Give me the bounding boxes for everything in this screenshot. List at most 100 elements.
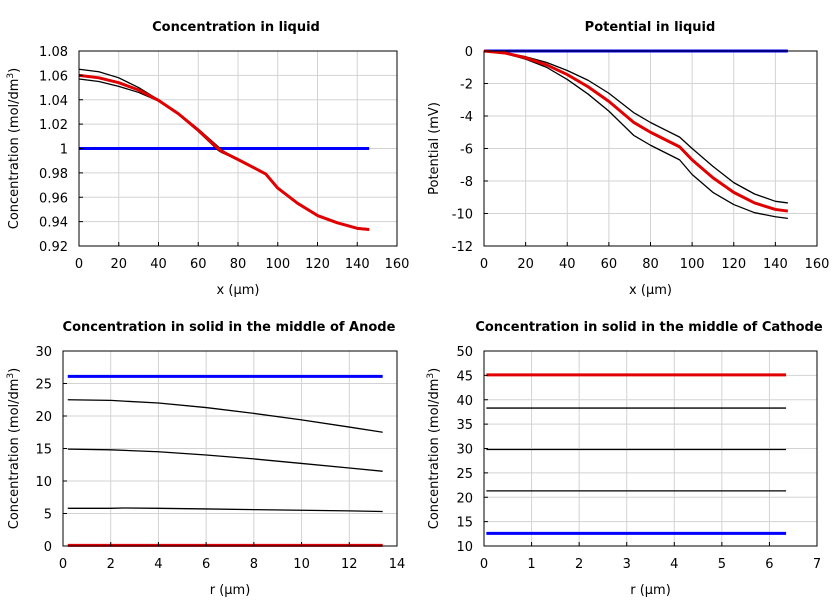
y-tick-label: 20 [35,410,52,425]
y-tick-label: 1.04 [39,94,68,109]
y-tick-label: 0 [465,45,473,60]
y-tick-label: 0 [44,540,52,555]
y-tick-label: 0.98 [39,167,68,182]
x-tick-label: 12 [341,557,358,572]
y-tick-label: -6 [460,143,473,158]
y-tick-label: 30 [456,443,473,458]
chart-panel-3: Concentration in solid in the middle of … [6,320,405,598]
y-axis-label-end: ) [7,68,22,73]
x-tick-label: 40 [559,257,576,272]
y-tick-label: 30 [35,345,52,360]
x-tick-label: 1 [527,557,535,572]
y-tick-label: 50 [456,345,473,360]
chart-panel-4: Concentration in solid in the middle of … [426,320,823,598]
y-tick-label: 10 [456,540,473,555]
y-axis-label-sup: 3 [6,73,16,79]
y-tick-label: 1.02 [39,118,68,133]
x-tick-label: 20 [517,257,534,272]
y-tick-label: 15 [456,516,473,531]
y-tick-label: 25 [456,467,473,482]
x-tick-label: 5 [718,557,726,572]
x-tick-label: 6 [765,557,773,572]
y-axis-label: Concentration (mol/dm3) [6,368,22,530]
chart-panel-2: Potential in liquid 0 20 40 60 80 100 120 140 160… [427,20,829,298]
x-tick-label: 40 [150,257,167,272]
series-line-upper [483,50,788,204]
series-line-lower [483,50,788,220]
x-axis-label: r (µm) [630,583,671,598]
series-line-line3 [67,507,383,513]
y-tick-label: 5 [44,508,52,523]
x-tick-label: 160 [385,257,410,272]
x-axis-label: x (µm) [629,283,672,298]
x-tick-label: 0 [75,257,83,272]
series-line-lower [78,78,370,231]
y-tick-label: 10 [35,475,52,490]
series-line-line1 [67,399,383,433]
y-tick-label: 1.08 [39,45,68,60]
y-tick-label: -8 [460,175,473,190]
chart-title: Potential in liquid [585,20,716,35]
y-tick-label: 45 [456,369,473,384]
x-tick-label: 4 [670,557,678,572]
x-tick-label: 0 [59,557,67,572]
y-tick-label: 25 [35,378,52,393]
y-axis-label-sup: 3 [6,373,16,379]
y-tick-label: 40 [456,394,473,409]
x-tick-label: 60 [601,257,618,272]
y-axis-label-text: Potential (mV) [427,102,442,195]
y-axis-label-sup: 3 [426,373,436,379]
x-tick-label: 0 [480,557,488,572]
y-axis-label-text: Concentration (mol/dm [427,379,442,530]
y-axis-label-text: Concentration (mol/dm [7,79,22,230]
x-tick-label: 100 [680,257,705,272]
series-line-current [78,73,370,232]
series-line-current [483,49,789,213]
x-tick-label: 140 [763,257,788,272]
x-tick-label: 160 [805,257,830,272]
x-tick-label: 20 [110,257,127,272]
y-axis-label: Concentration (mol/dm3) [6,68,22,230]
x-axis-label: x (µm) [217,283,260,298]
x-tick-label: 8 [250,557,258,572]
y-axis-label-end: ) [7,368,22,373]
x-tick-label: 140 [345,257,370,272]
x-tick-label: 100 [265,257,290,272]
chart-panel-1: Concentration in liquid 0 20 40 60 80 100 120 14… [6,20,409,298]
y-tick-label: 0.96 [39,191,68,206]
y-tick-label: 20 [456,491,473,506]
x-tick-label: 120 [721,257,746,272]
x-tick-label: 60 [190,257,207,272]
y-axis-label-end: ) [427,368,442,373]
chart-title: Concentration in solid in the middle of … [63,320,396,335]
y-tick-label: -10 [452,208,473,223]
y-axis-label-text: Concentration (mol/dm [7,379,22,530]
y-tick-label: 1.06 [39,69,68,84]
x-axis-label: r (µm) [210,583,251,598]
x-tick-label: 2 [575,557,583,572]
y-axis-label: Concentration (mol/dm3) [426,368,442,530]
chart-title: Concentration in liquid [152,20,320,35]
x-tick-label: 80 [642,257,659,272]
x-tick-label: 2 [107,557,115,572]
y-tick-label: 35 [456,418,473,433]
y-tick-label: 0.94 [39,216,68,231]
x-tick-label: 4 [154,557,162,572]
y-tick-label: 15 [35,443,52,458]
y-tick-label: -2 [460,78,473,93]
x-tick-label: 0 [480,257,488,272]
y-tick-label: 1 [60,143,68,158]
x-tick-label: 10 [293,557,310,572]
y-axis-label: Potential (mV) [427,102,442,195]
y-tick-label: -4 [460,110,473,125]
chart-title: Concentration in solid in the middle of … [475,320,823,335]
x-tick-label: 7 [813,557,821,572]
series-line-line2 [67,448,383,472]
x-tick-label: 14 [389,557,406,572]
y-tick-label: 0.92 [39,240,68,255]
x-tick-label: 120 [305,257,330,272]
x-tick-label: 6 [202,557,210,572]
x-tick-label: 3 [623,557,631,572]
x-tick-label: 80 [230,257,247,272]
